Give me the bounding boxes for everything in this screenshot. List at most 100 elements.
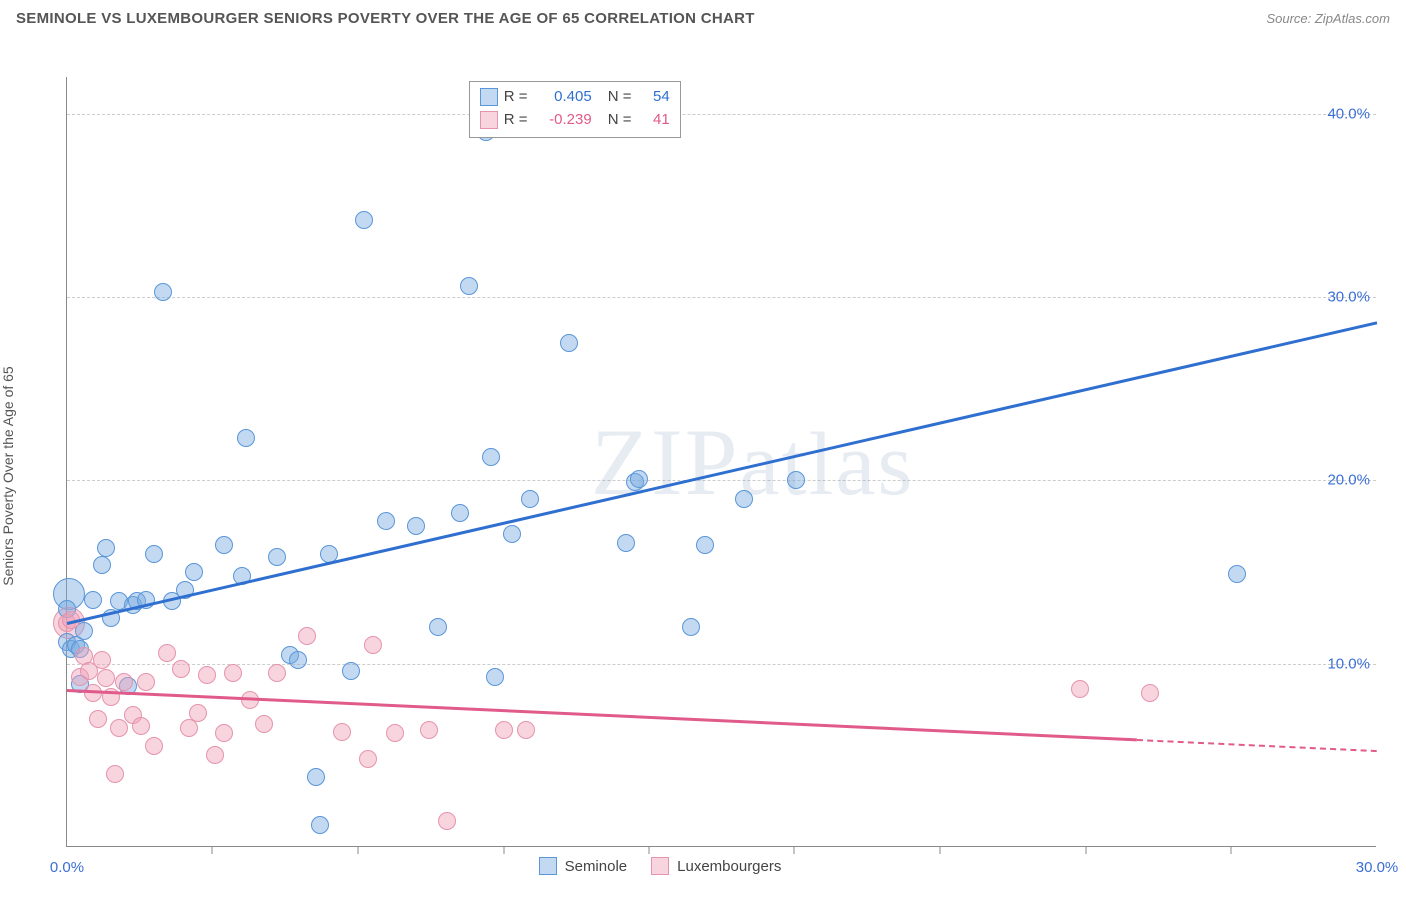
data-point — [268, 548, 286, 566]
data-point — [198, 666, 216, 684]
data-point — [237, 429, 255, 447]
data-point — [377, 512, 395, 530]
data-point — [521, 490, 539, 508]
stats-legend: R = 0.405 N = 54 R = -0.239 N = 41 — [469, 81, 681, 138]
x-tick-mark — [794, 846, 795, 854]
y-tick-label: 30.0% — [1327, 289, 1370, 306]
data-point — [696, 536, 714, 554]
data-point — [154, 283, 172, 301]
legend-item: Seminole — [539, 857, 628, 875]
gridline — [67, 297, 1376, 298]
plot-area: 10.0%20.0%30.0%40.0%0.0%30.0%ZIPatlasR =… — [66, 77, 1376, 847]
data-point — [215, 536, 233, 554]
x-tick-mark — [1085, 846, 1086, 854]
data-point — [97, 669, 115, 687]
data-point — [268, 664, 286, 682]
legend-label: Seminole — [565, 858, 628, 875]
data-point — [224, 664, 242, 682]
data-point — [1071, 680, 1089, 698]
x-tick-mark — [212, 846, 213, 854]
y-axis-label: Seniors Poverty Over the Age of 65 — [0, 366, 16, 585]
r-label: R = — [504, 86, 530, 109]
legend-swatch — [480, 88, 498, 106]
data-point — [735, 490, 753, 508]
stats-row: R = -0.239 N = 41 — [480, 109, 670, 132]
data-point — [438, 812, 456, 830]
n-label: N = — [608, 86, 634, 109]
data-point — [787, 471, 805, 489]
stats-row: R = 0.405 N = 54 — [480, 86, 670, 109]
data-point — [115, 673, 133, 691]
x-tick-mark — [940, 846, 941, 854]
y-tick-label: 10.0% — [1327, 655, 1370, 672]
data-point — [137, 673, 155, 691]
x-tick-label: 30.0% — [1356, 859, 1399, 876]
data-point — [145, 737, 163, 755]
r-value: 0.405 — [536, 86, 592, 109]
data-point — [132, 717, 150, 735]
legend-label: Luxembourgers — [677, 858, 781, 875]
data-point — [1228, 565, 1246, 583]
data-point — [298, 627, 316, 645]
data-point — [486, 668, 504, 686]
data-point — [189, 704, 207, 722]
data-point — [145, 545, 163, 563]
data-point — [307, 768, 325, 786]
data-point — [451, 504, 469, 522]
data-point — [429, 618, 447, 636]
x-tick-mark — [357, 846, 358, 854]
correlation-chart: Seniors Poverty Over the Age of 65 10.0%… — [16, 39, 1390, 897]
n-label: N = — [608, 109, 634, 132]
gridline — [67, 480, 1376, 481]
legend-swatch — [651, 857, 669, 875]
y-tick-label: 40.0% — [1327, 105, 1370, 122]
x-tick-label: 0.0% — [50, 859, 84, 876]
data-point — [172, 660, 190, 678]
chart-title: SEMINOLE VS LUXEMBOURGER SENIORS POVERTY… — [16, 10, 755, 27]
data-point — [158, 644, 176, 662]
data-point — [495, 721, 513, 739]
data-point — [630, 470, 648, 488]
data-point — [503, 525, 521, 543]
data-point — [355, 211, 373, 229]
n-value: 41 — [640, 109, 670, 132]
trend-line — [1137, 739, 1377, 752]
data-point — [255, 715, 273, 733]
data-point — [185, 563, 203, 581]
watermark: ZIPatlas — [591, 407, 914, 517]
r-label: R = — [504, 109, 530, 132]
data-point — [359, 750, 377, 768]
r-value: -0.239 — [536, 109, 592, 132]
data-point — [311, 816, 329, 834]
data-point — [241, 691, 259, 709]
data-point — [206, 746, 224, 764]
data-point — [106, 765, 124, 783]
chart-source: Source: ZipAtlas.com — [1266, 11, 1390, 26]
data-point — [482, 448, 500, 466]
data-point — [333, 723, 351, 741]
chart-header: SEMINOLE VS LUXEMBOURGER SENIORS POVERTY… — [0, 0, 1406, 35]
gridline — [67, 664, 1376, 665]
x-tick-mark — [649, 846, 650, 854]
data-point — [420, 721, 438, 739]
data-point — [342, 662, 360, 680]
legend-swatch — [539, 857, 557, 875]
data-point — [460, 277, 478, 295]
data-point — [89, 710, 107, 728]
data-point — [215, 724, 233, 742]
x-tick-mark — [503, 846, 504, 854]
legend-swatch — [480, 111, 498, 129]
series-legend: Seminole Luxembourgers — [539, 857, 782, 875]
data-point — [407, 517, 425, 535]
data-point — [84, 591, 102, 609]
data-point — [386, 724, 404, 742]
gridline — [67, 114, 1376, 115]
y-tick-label: 20.0% — [1327, 472, 1370, 489]
x-tick-mark — [1231, 846, 1232, 854]
data-point — [97, 539, 115, 557]
data-point — [93, 651, 111, 669]
legend-item: Luxembourgers — [651, 857, 781, 875]
data-point — [517, 721, 535, 739]
n-value: 54 — [640, 86, 670, 109]
data-point — [682, 618, 700, 636]
